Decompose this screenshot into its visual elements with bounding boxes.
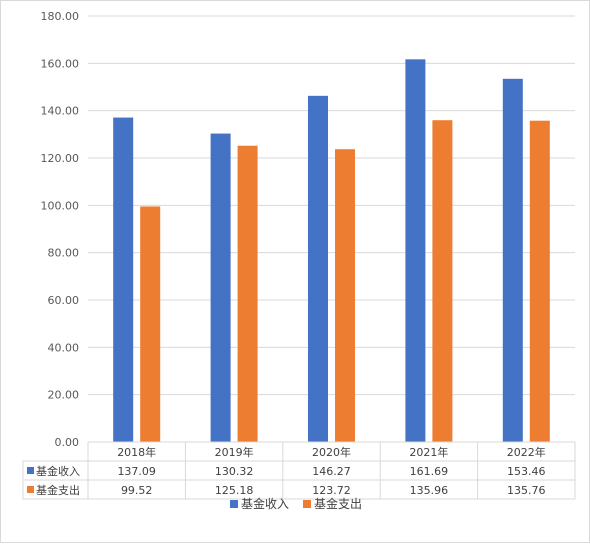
data-label: 137.09 [117,465,156,478]
data-label: 135.96 [410,484,449,497]
data-label: 153.46 [507,465,546,478]
data-label: 161.69 [410,465,449,478]
y-tick-label: 160.00 [41,57,80,70]
bar-expense [432,120,453,442]
legend-key [230,500,238,508]
y-tick-label: 120.00 [41,152,80,165]
data-label: 99.52 [121,484,153,497]
bar-income [502,78,523,442]
bar-income [113,117,134,443]
data-label: 135.76 [507,484,546,497]
bar-expense [237,145,258,442]
y-tick-label: 20.00 [48,389,80,402]
y-tick-label: 0.00 [55,436,80,449]
data-label: 125.18 [215,484,254,497]
x-tick-label: 2021年 [409,445,448,459]
x-tick-label: 2018年 [117,445,156,459]
y-tick-label: 60.00 [48,294,80,307]
y-tick-label: 40.00 [48,341,80,354]
legend-label: 基金支出 [314,496,362,511]
legend-label: 基金收入 [241,496,289,511]
bar-expense [140,206,161,442]
bar-income [308,95,328,442]
table-series-label: 基金收入 [36,464,80,478]
legend-key [303,500,311,508]
data-label: 130.32 [215,465,254,478]
y-tick-label: 180.00 [41,10,80,23]
bar-income [405,59,426,442]
bar-expense [529,120,550,443]
data-label: 123.72 [312,484,351,497]
bar-income [210,133,231,443]
table-series-label: 基金支出 [36,483,80,497]
table-legend-key [27,486,34,493]
y-tick-label: 80.00 [48,247,80,260]
x-tick-label: 2019年 [215,445,254,459]
y-tick-label: 140.00 [41,105,80,118]
bar-expense [335,149,355,443]
x-tick-label: 2020年 [312,445,351,459]
data-label: 146.27 [312,465,351,478]
x-tick-label: 2022年 [507,445,546,459]
table-legend-key [27,467,34,474]
y-tick-label: 100.00 [41,199,80,212]
